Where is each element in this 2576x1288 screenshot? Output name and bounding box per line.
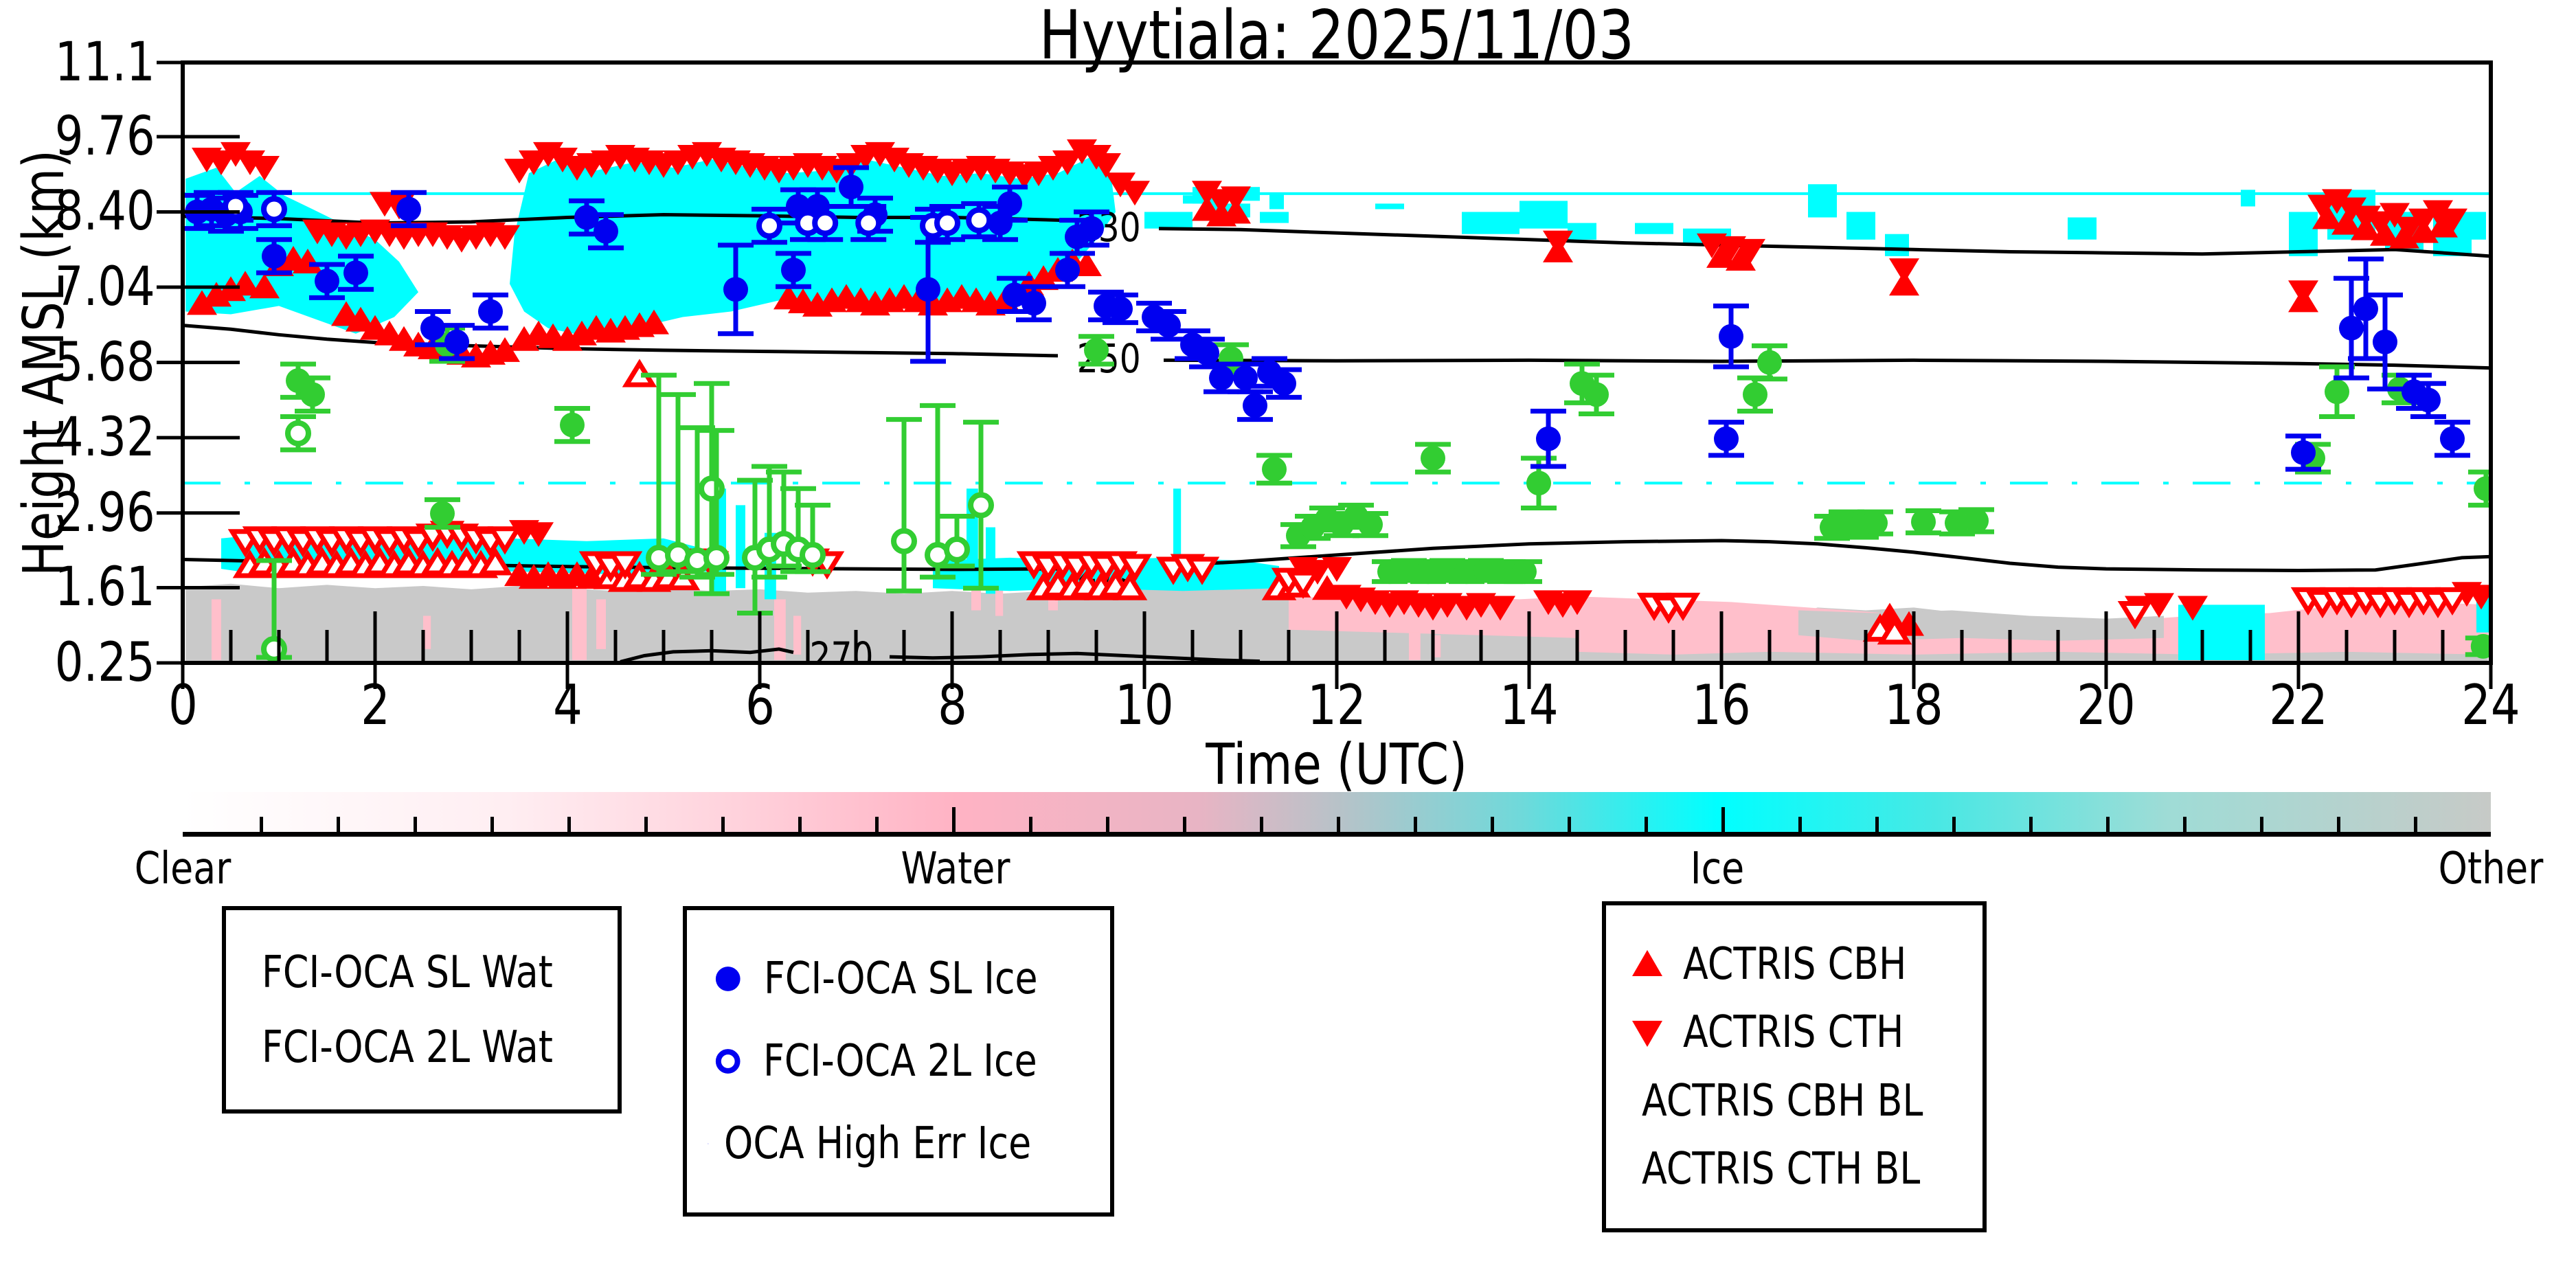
legend-entry-label: OCA High Err Ice (723, 1118, 1031, 1169)
colorbar-tick (952, 807, 956, 832)
legend-fci-oca-water: FCI-OCA SL Wat FCI-OCA 2L Wat (222, 906, 622, 1114)
colorbar-tick (260, 817, 263, 832)
legend-marker-tri-down-icon (1632, 1021, 1662, 1048)
colorbar-tick (875, 817, 879, 832)
colorbar-tick (1183, 817, 1186, 832)
legend-marker-circle-icon (715, 967, 741, 991)
legend-marker-tri-up-icon (1632, 949, 1662, 976)
x-axis-label: Time (UTC) (1206, 732, 1468, 798)
legend-entry-actris-cth-bl: ACTRIS CTH BL (1627, 1144, 1962, 1195)
legend-entry-label: FCI-OCA SL Ice (763, 953, 1038, 1004)
colorbar-tick (1645, 817, 1648, 832)
contour-label-250: 250 (1077, 335, 1141, 382)
legend-entry-actris-cbh: ACTRIS CBH (1627, 939, 1962, 990)
contour-line-273 (1163, 539, 2489, 573)
series-fci-oca-2l-ice (218, 190, 997, 245)
series-actris-cth-bl (227, 521, 2470, 630)
y-tick-label-5.68: 5.68 (55, 331, 155, 394)
colorbar-tick (337, 817, 340, 832)
legend-entry-label: ACTRIS CTH (1683, 1007, 1904, 1059)
legend-entry-label: ACTRIS CTH BL (1642, 1144, 1921, 1195)
legend-entry-label: FCI-OCA 2L Wat (262, 1021, 553, 1073)
colorbar-tick (2029, 817, 2033, 832)
colorbar-label-other: Other (2438, 844, 2544, 894)
legend-entry-fci-oca-sl-wat: FCI-OCA SL Wat (247, 947, 597, 998)
y-tick-label-2.96: 2.96 (55, 482, 155, 544)
contour-label-270: 270 (810, 633, 874, 680)
y-tick-label-8.40: 8.40 (55, 181, 155, 243)
colorbar-tick (567, 817, 571, 832)
colorbar-tick (1721, 807, 1725, 832)
contour-line-270 (889, 651, 1261, 662)
y-tick-label-7.04: 7.04 (55, 256, 155, 319)
colorbar-tick (490, 817, 494, 832)
legend-entry-fci-oca-sl-ice: FCI-OCA SL Ice (708, 953, 1089, 1004)
legend-entry-actris-cth: ACTRIS CTH (1627, 1007, 1962, 1058)
colorbar-tick (1260, 817, 1263, 832)
y-tick-label-4.32: 4.32 (55, 407, 155, 469)
colorbar-tick (2414, 817, 2417, 832)
colorbar-label-ice: Ice (1690, 844, 1745, 894)
legend-entry-fci-oca-2l-wat: FCI-OCA 2L Wat (247, 1022, 597, 1073)
colorbar-tick (2337, 817, 2340, 832)
page-title: Hyytiala: 2025/11/03 (1039, 0, 1635, 75)
colorbar-tick (2183, 817, 2187, 832)
colorbar-tick (1491, 817, 1494, 832)
axes-frame (181, 60, 2493, 665)
legend-marker-circle-open-icon (715, 1049, 741, 1074)
legend-actris: ACTRIS CBH ACTRIS CTH ACTRIS CBH BL ACTRIS … (1602, 901, 1987, 1232)
plot-content: 230250273270 (185, 139, 2489, 680)
y-tick-label-1.61: 1.61 (55, 556, 155, 619)
series-fci-oca-2l-wat (256, 372, 999, 662)
legend-entry-label: ACTRIS CBH BL (1642, 1075, 1923, 1127)
y-tick-label-9.76: 9.76 (55, 105, 155, 168)
colorbar-tick (1029, 817, 1032, 832)
series-actris-cth (192, 139, 2489, 621)
legend-entry-label: FCI-OCA 2L Ice (763, 1036, 1038, 1087)
colorbar-tick (1798, 817, 1802, 832)
colorbar-tick (721, 817, 725, 832)
colorbar-tick (1337, 817, 1340, 832)
colorbar-tick (644, 817, 648, 832)
legend-entry-actris-cbh-bl: ACTRIS CBH BL (1627, 1076, 1962, 1127)
contour-line-230 (1158, 227, 2489, 258)
legend-entry-label: FCI-OCA SL Wat (262, 947, 553, 998)
legend-fci-oca-ice: FCI-OCA SL Ice FCI-OCA 2L Ice OCA High Err… (683, 906, 1114, 1217)
colorbar-tick (1568, 817, 1571, 832)
colorbar-axis (183, 832, 2491, 837)
colorbar-tick (1875, 817, 1879, 832)
series-actris-cbh (187, 196, 2458, 636)
colorbar-label-water: Water (901, 844, 1010, 894)
colorbar-tick (1952, 817, 1956, 832)
legend-entry-fci-oca-2l-ice: FCI-OCA 2L Ice (708, 1036, 1089, 1087)
colorbar-tick (1414, 817, 1417, 832)
legend-marker-x-icon (708, 1143, 709, 1144)
colorbar-tick (2106, 817, 2110, 832)
colorbar-tick (414, 817, 417, 832)
colorbar-label-clear: Clear (134, 844, 231, 894)
colorbar-tick (1106, 817, 1109, 832)
y-tick-label-0.25: 0.25 (55, 632, 155, 694)
colorbar-tick (798, 817, 802, 832)
y-tick-label-11.1: 11.1 (55, 32, 155, 93)
colorbar-tick (2260, 817, 2263, 832)
legend-entry-oca-high-err-ice: OCA High Err Ice (708, 1118, 1089, 1169)
legend-entry-label: ACTRIS CBH (1683, 938, 1907, 990)
contour-line-250 (1163, 358, 2489, 370)
